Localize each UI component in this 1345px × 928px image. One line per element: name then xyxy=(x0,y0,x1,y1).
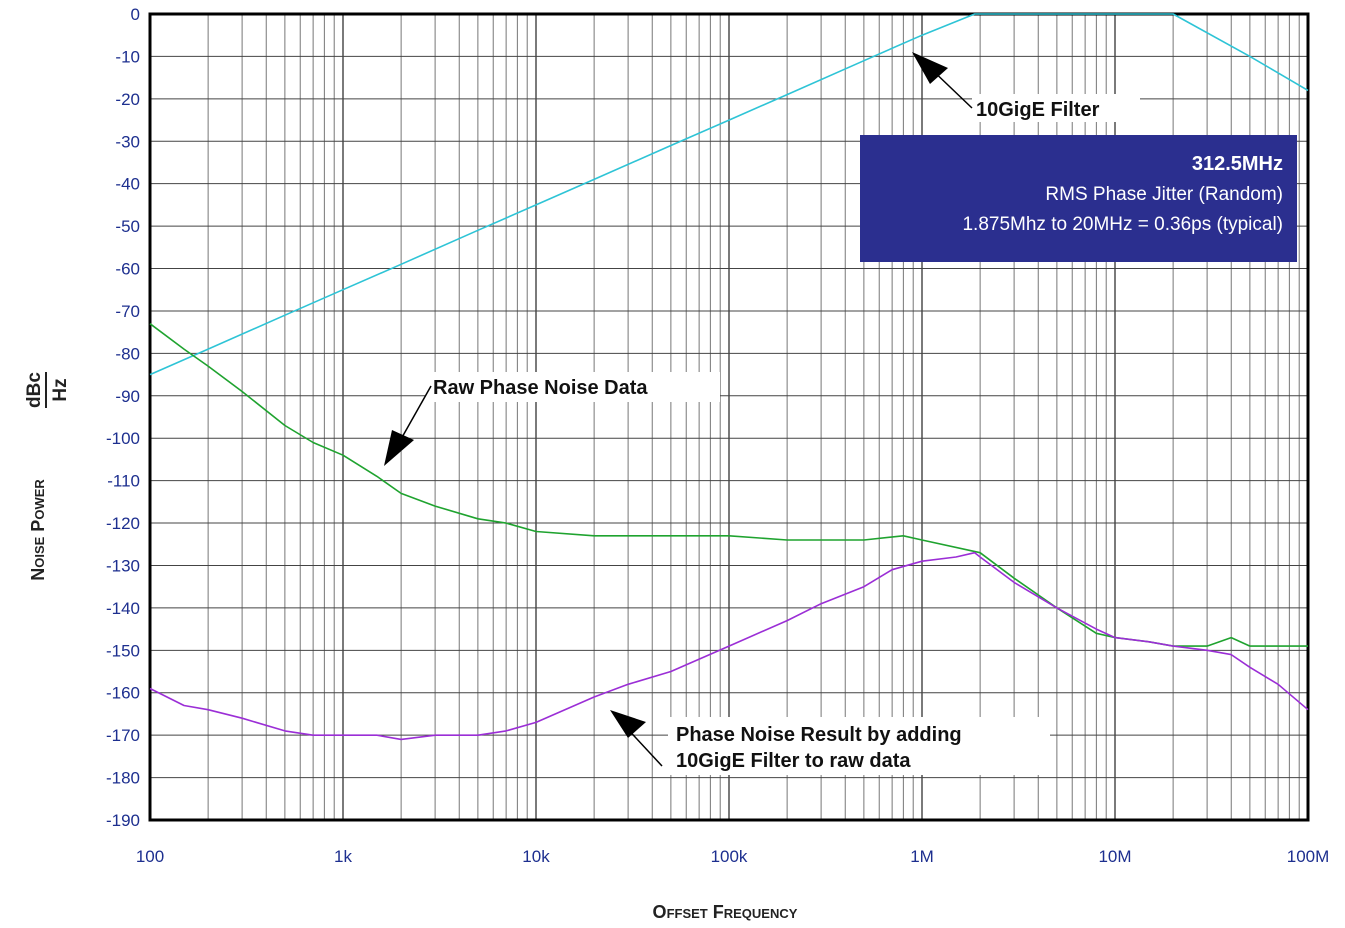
series-line-1 xyxy=(149,13,1309,376)
x-tick-label: 100M xyxy=(1287,847,1330,866)
y-tick-label: 0 xyxy=(131,5,140,24)
annotation-result-line1: Phase Noise Result by adding xyxy=(676,724,962,746)
annotation-raw-bg xyxy=(425,372,720,402)
y-axis-title: NOISE POWER dBc Hz xyxy=(24,372,71,581)
jitter-info-box: 312.5MHz RMS Phase Jitter (Random) 1.875… xyxy=(860,135,1297,262)
series-layer xyxy=(149,13,1309,741)
y-tick-label: -160 xyxy=(106,684,140,703)
jitter-info-box-bg xyxy=(860,135,1297,262)
x-tick-label: 1M xyxy=(910,847,934,866)
annotation-raw: Raw Phase Noise Data xyxy=(384,372,720,466)
y-tick-label: -110 xyxy=(107,472,140,491)
annotation-result: Phase Noise Result by adding 10GigE Filt… xyxy=(610,710,1050,775)
annotation-result-line2: 10GigE Filter to raw data xyxy=(676,750,911,772)
annotation-raw-text: Raw Phase Noise Data xyxy=(433,377,648,399)
x-tick-label: 100 xyxy=(136,847,164,866)
y-tick-label: -120 xyxy=(106,514,140,533)
x-tick-label: 10k xyxy=(522,847,550,866)
y-tick-label: -10 xyxy=(115,47,140,66)
y-tick-label: -60 xyxy=(115,260,140,279)
x-axis-label: OFFSET FREQUENCY xyxy=(653,902,798,922)
x-tick-label: 100k xyxy=(711,847,748,866)
y-tick-labels: 0 -10 -20 -30 -40 -50 -60 -70 -80 -90 -100 -110 -120… xyxy=(106,5,140,830)
jitter-info-line1: RMS Phase Jitter (Random) xyxy=(1045,184,1283,205)
y-axis-unit-den: Hz xyxy=(50,378,71,401)
jitter-info-line2: 1.875Mhz to 20MHz = 0.36ps (typical) xyxy=(962,214,1283,235)
annotation-filter: 10GigE Filter xyxy=(912,52,1140,122)
y-tick-label: -180 xyxy=(106,769,140,788)
y-axis-unit-num: dBc xyxy=(24,372,45,408)
y-tick-label: -40 xyxy=(115,175,140,194)
y-tick-label: -70 xyxy=(115,302,140,321)
x-tick-label: 1k xyxy=(334,847,352,866)
annotation-result-arrowhead xyxy=(610,710,646,738)
y-tick-label: -100 xyxy=(106,429,140,448)
annotation-raw-arrowhead xyxy=(384,430,414,466)
y-tick-label: -190 xyxy=(106,811,140,830)
jitter-info-title: 312.5MHz xyxy=(1192,153,1283,175)
series-line-3 xyxy=(149,551,1309,741)
annotation-filter-arrowhead xyxy=(912,52,948,84)
y-tick-label: -30 xyxy=(115,132,140,151)
x-tick-label: 10M xyxy=(1098,847,1131,866)
x-tick-labels: 100 1k 10k 100k 1M 10M 100M xyxy=(136,847,1329,866)
grid xyxy=(149,13,1309,821)
y-tick-label: -90 xyxy=(115,387,140,406)
y-tick-label: -130 xyxy=(106,556,140,575)
annotation-result-bg xyxy=(668,717,1050,775)
annotation-filter-text: 10GigE Filter xyxy=(976,99,1100,121)
y-tick-label: -150 xyxy=(106,641,140,660)
plot-frame xyxy=(148,12,1310,822)
y-tick-label: -170 xyxy=(106,726,140,745)
y-tick-label: -80 xyxy=(115,344,140,363)
annotation-filter-bg xyxy=(972,94,1140,122)
y-tick-label: -140 xyxy=(106,599,140,618)
y-axis-label-main: NOISE POWER xyxy=(28,479,48,581)
y-tick-label: -50 xyxy=(115,217,140,236)
y-tick-label: -20 xyxy=(115,90,140,109)
